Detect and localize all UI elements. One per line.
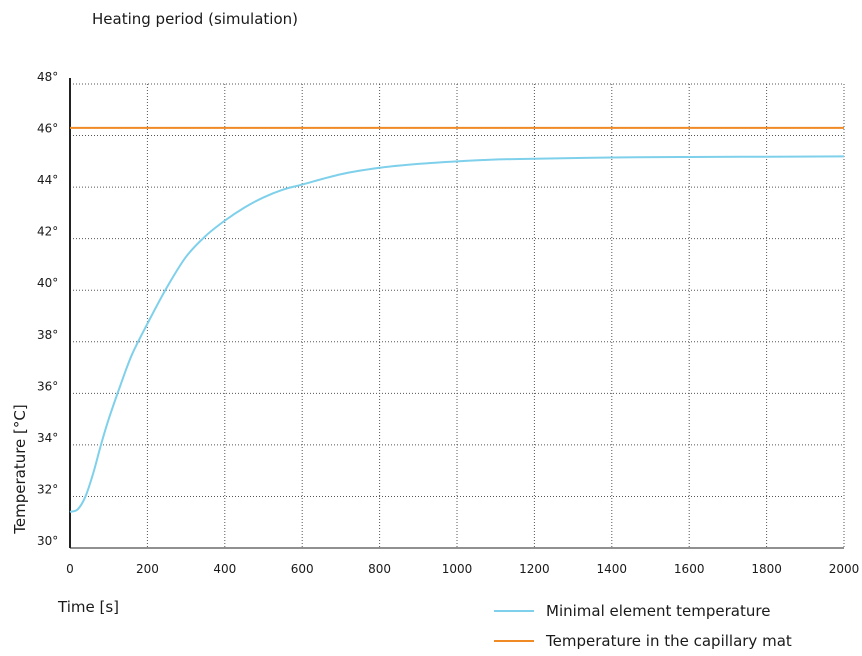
y-tick-label-32: 32°	[37, 482, 58, 496]
x-tick-label-1400: 1400	[597, 562, 628, 576]
axes	[69, 78, 844, 549]
legend-label-capillary-mat: Temperature in the capillary mat	[546, 632, 792, 650]
legend-item-minimal-element: Minimal element temperature	[494, 596, 792, 626]
legend: Minimal element temperature Temperature …	[494, 596, 792, 656]
y-tick-label-42: 42°	[37, 225, 58, 239]
y-tick-label-44: 44°	[37, 173, 58, 187]
y-tick-label-40: 40°	[37, 276, 58, 290]
legend-swatch-capillary-mat	[494, 640, 534, 642]
x-tick-label-1600: 1600	[674, 562, 705, 576]
y-axis-label: Temperature [°C]	[11, 404, 29, 534]
y-tick-label-34: 34°	[37, 431, 58, 445]
x-tick-label-1000: 1000	[442, 562, 473, 576]
x-tick-label-400: 400	[213, 562, 236, 576]
x-tick-labels: 0 200 400 600 800 1000 1200 1400 1600 1800 2000	[66, 562, 859, 576]
x-tick-label-600: 600	[291, 562, 314, 576]
legend-label-minimal-element: Minimal element temperature	[546, 602, 771, 620]
series-lines	[69, 126, 845, 513]
x-tick-label-2000: 2000	[829, 562, 860, 576]
legend-swatch-minimal-element	[494, 610, 534, 612]
x-tick-label-0: 0	[66, 562, 74, 576]
y-tick-label-46: 46°	[37, 122, 58, 136]
y-tick-label-48: 48°	[37, 70, 58, 84]
x-tick-label-1800: 1800	[751, 562, 782, 576]
x-axis-label: Time [s]	[58, 598, 119, 616]
x-tick-label-1200: 1200	[519, 562, 550, 576]
x-tick-label-800: 800	[368, 562, 391, 576]
series-line-minimal-element	[69, 155, 845, 513]
y-tick-label-30: 30°	[37, 534, 58, 548]
y-tick-label-38: 38°	[37, 328, 58, 342]
chart-title: Heating period (simulation)	[92, 10, 298, 28]
grid-lines	[70, 83, 845, 548]
x-tick-label-200: 200	[136, 562, 159, 576]
y-tick-labels: 30° 32° 34° 36° 38° 40° 42° 44° 46° 48°	[37, 70, 58, 548]
y-tick-label-36: 36°	[37, 379, 58, 393]
legend-item-capillary-mat: Temperature in the capillary mat	[494, 626, 792, 656]
